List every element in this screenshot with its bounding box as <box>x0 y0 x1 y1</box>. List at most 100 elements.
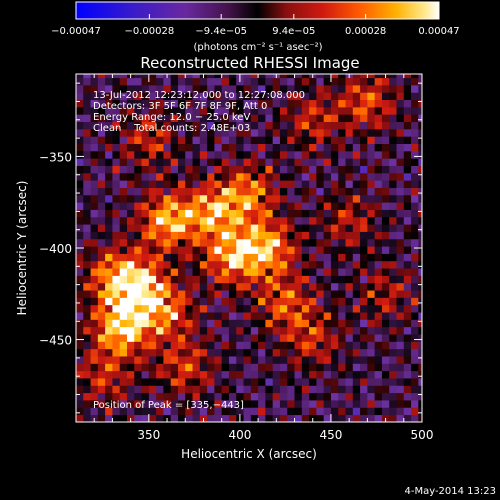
heatmap-cell <box>338 187 346 196</box>
heatmap-cell <box>418 246 422 254</box>
heatmap-cell <box>156 246 164 254</box>
heatmap-cell <box>279 385 288 394</box>
heatmap-cell <box>330 341 339 350</box>
heatmap-cell <box>396 319 405 328</box>
heatmap-cell <box>243 231 252 240</box>
heatmap-cell <box>221 392 230 401</box>
heatmap-cell <box>228 363 237 372</box>
heatmap-cell <box>381 180 390 188</box>
heatmap-cell <box>105 282 113 291</box>
heatmap-cell <box>360 99 368 108</box>
heatmap-cell <box>418 194 422 203</box>
heatmap-cell <box>192 209 201 218</box>
heatmap-cell <box>83 400 91 408</box>
heatmap-cell <box>141 74 150 79</box>
heatmap-cell <box>323 77 332 86</box>
heatmap-cell <box>185 114 193 123</box>
heatmap-cell <box>177 253 186 262</box>
heatmap-cell <box>126 92 135 101</box>
heatmap-cell <box>76 121 84 130</box>
heatmap-cell <box>185 187 193 196</box>
heatmap-cell <box>105 334 113 342</box>
heatmap-cell <box>381 231 390 240</box>
heatmap-cell <box>192 282 201 291</box>
heatmap-cell <box>287 231 295 240</box>
heatmap-cell <box>134 297 142 306</box>
heatmap-cell <box>177 319 186 328</box>
heatmap-cell <box>352 187 361 196</box>
heatmap-cell <box>294 231 303 240</box>
heatmap-cell <box>250 74 259 79</box>
heatmap-cell <box>207 231 215 240</box>
heatmap-cell <box>141 407 150 416</box>
heatmap-cell <box>83 216 91 225</box>
heatmap-cell <box>265 356 274 364</box>
heatmap-cell <box>156 370 164 379</box>
heatmap-cell <box>287 158 295 166</box>
heatmap-cell <box>403 378 412 386</box>
heatmap-cell <box>236 348 244 357</box>
heatmap-cell <box>345 290 354 298</box>
heatmap-cell <box>396 268 405 276</box>
heatmap-cell <box>265 341 274 350</box>
heatmap-cell <box>403 187 412 196</box>
heatmap-cell <box>265 172 274 181</box>
heatmap-cell <box>374 275 383 284</box>
heatmap-cell <box>192 92 201 101</box>
heatmap-cell <box>112 260 121 269</box>
heatmap-cell <box>112 150 121 159</box>
heatmap-cell <box>396 150 405 159</box>
heatmap-cell <box>207 400 215 408</box>
heatmap-cell <box>367 74 376 79</box>
heatmap-cell <box>126 334 135 342</box>
heatmap-cell <box>360 114 368 123</box>
heatmap-cell <box>396 275 405 284</box>
heatmap-cell <box>207 187 215 196</box>
heatmap-cell <box>148 326 157 335</box>
heatmap-cell <box>279 334 288 342</box>
heatmap-cell <box>163 326 172 335</box>
heatmap-cell <box>105 260 113 269</box>
heatmap-cell <box>228 158 237 166</box>
heatmap-cell <box>411 143 419 152</box>
heatmap-cell <box>170 238 179 247</box>
heatmap-cell <box>338 407 346 416</box>
heatmap-cell <box>265 238 274 247</box>
heatmap-cell <box>272 114 281 123</box>
heatmap-cell <box>389 209 397 218</box>
heatmap-cell <box>411 260 419 269</box>
heatmap-cell <box>265 99 274 108</box>
heatmap-cell <box>119 341 128 350</box>
heatmap-cell <box>163 92 172 101</box>
heatmap-cell <box>105 202 113 210</box>
heatmap-cell <box>338 84 346 93</box>
heatmap-cell <box>199 312 208 320</box>
heatmap-cell <box>177 370 186 379</box>
heatmap-cell <box>411 194 419 203</box>
heatmap-cell <box>83 370 91 379</box>
heatmap-cell <box>156 407 164 416</box>
heatmap-cell <box>119 282 128 291</box>
heatmap-cell <box>287 326 295 335</box>
heatmap-cell <box>214 275 223 284</box>
heatmap-cell <box>265 187 274 196</box>
heatmap-cell <box>287 378 295 386</box>
heatmap-cell <box>338 326 346 335</box>
heatmap-cell <box>126 363 135 372</box>
heatmap-cell <box>345 400 354 408</box>
heatmap-cell <box>141 128 150 137</box>
heatmap-cell <box>279 224 288 232</box>
heatmap-cell <box>214 106 223 115</box>
heatmap-cell <box>250 114 259 123</box>
heatmap-cell <box>418 231 422 240</box>
heatmap-cell <box>309 392 317 401</box>
heatmap-cell <box>134 165 142 174</box>
heatmap-cell <box>83 180 91 188</box>
heatmap-cell <box>112 106 121 115</box>
heatmap-cell <box>90 297 99 306</box>
heatmap-cell <box>309 165 317 174</box>
heatmap-cell <box>105 165 113 174</box>
heatmap-cell <box>403 74 412 79</box>
colorbar <box>75 1 440 20</box>
heatmap-cell <box>250 282 259 291</box>
